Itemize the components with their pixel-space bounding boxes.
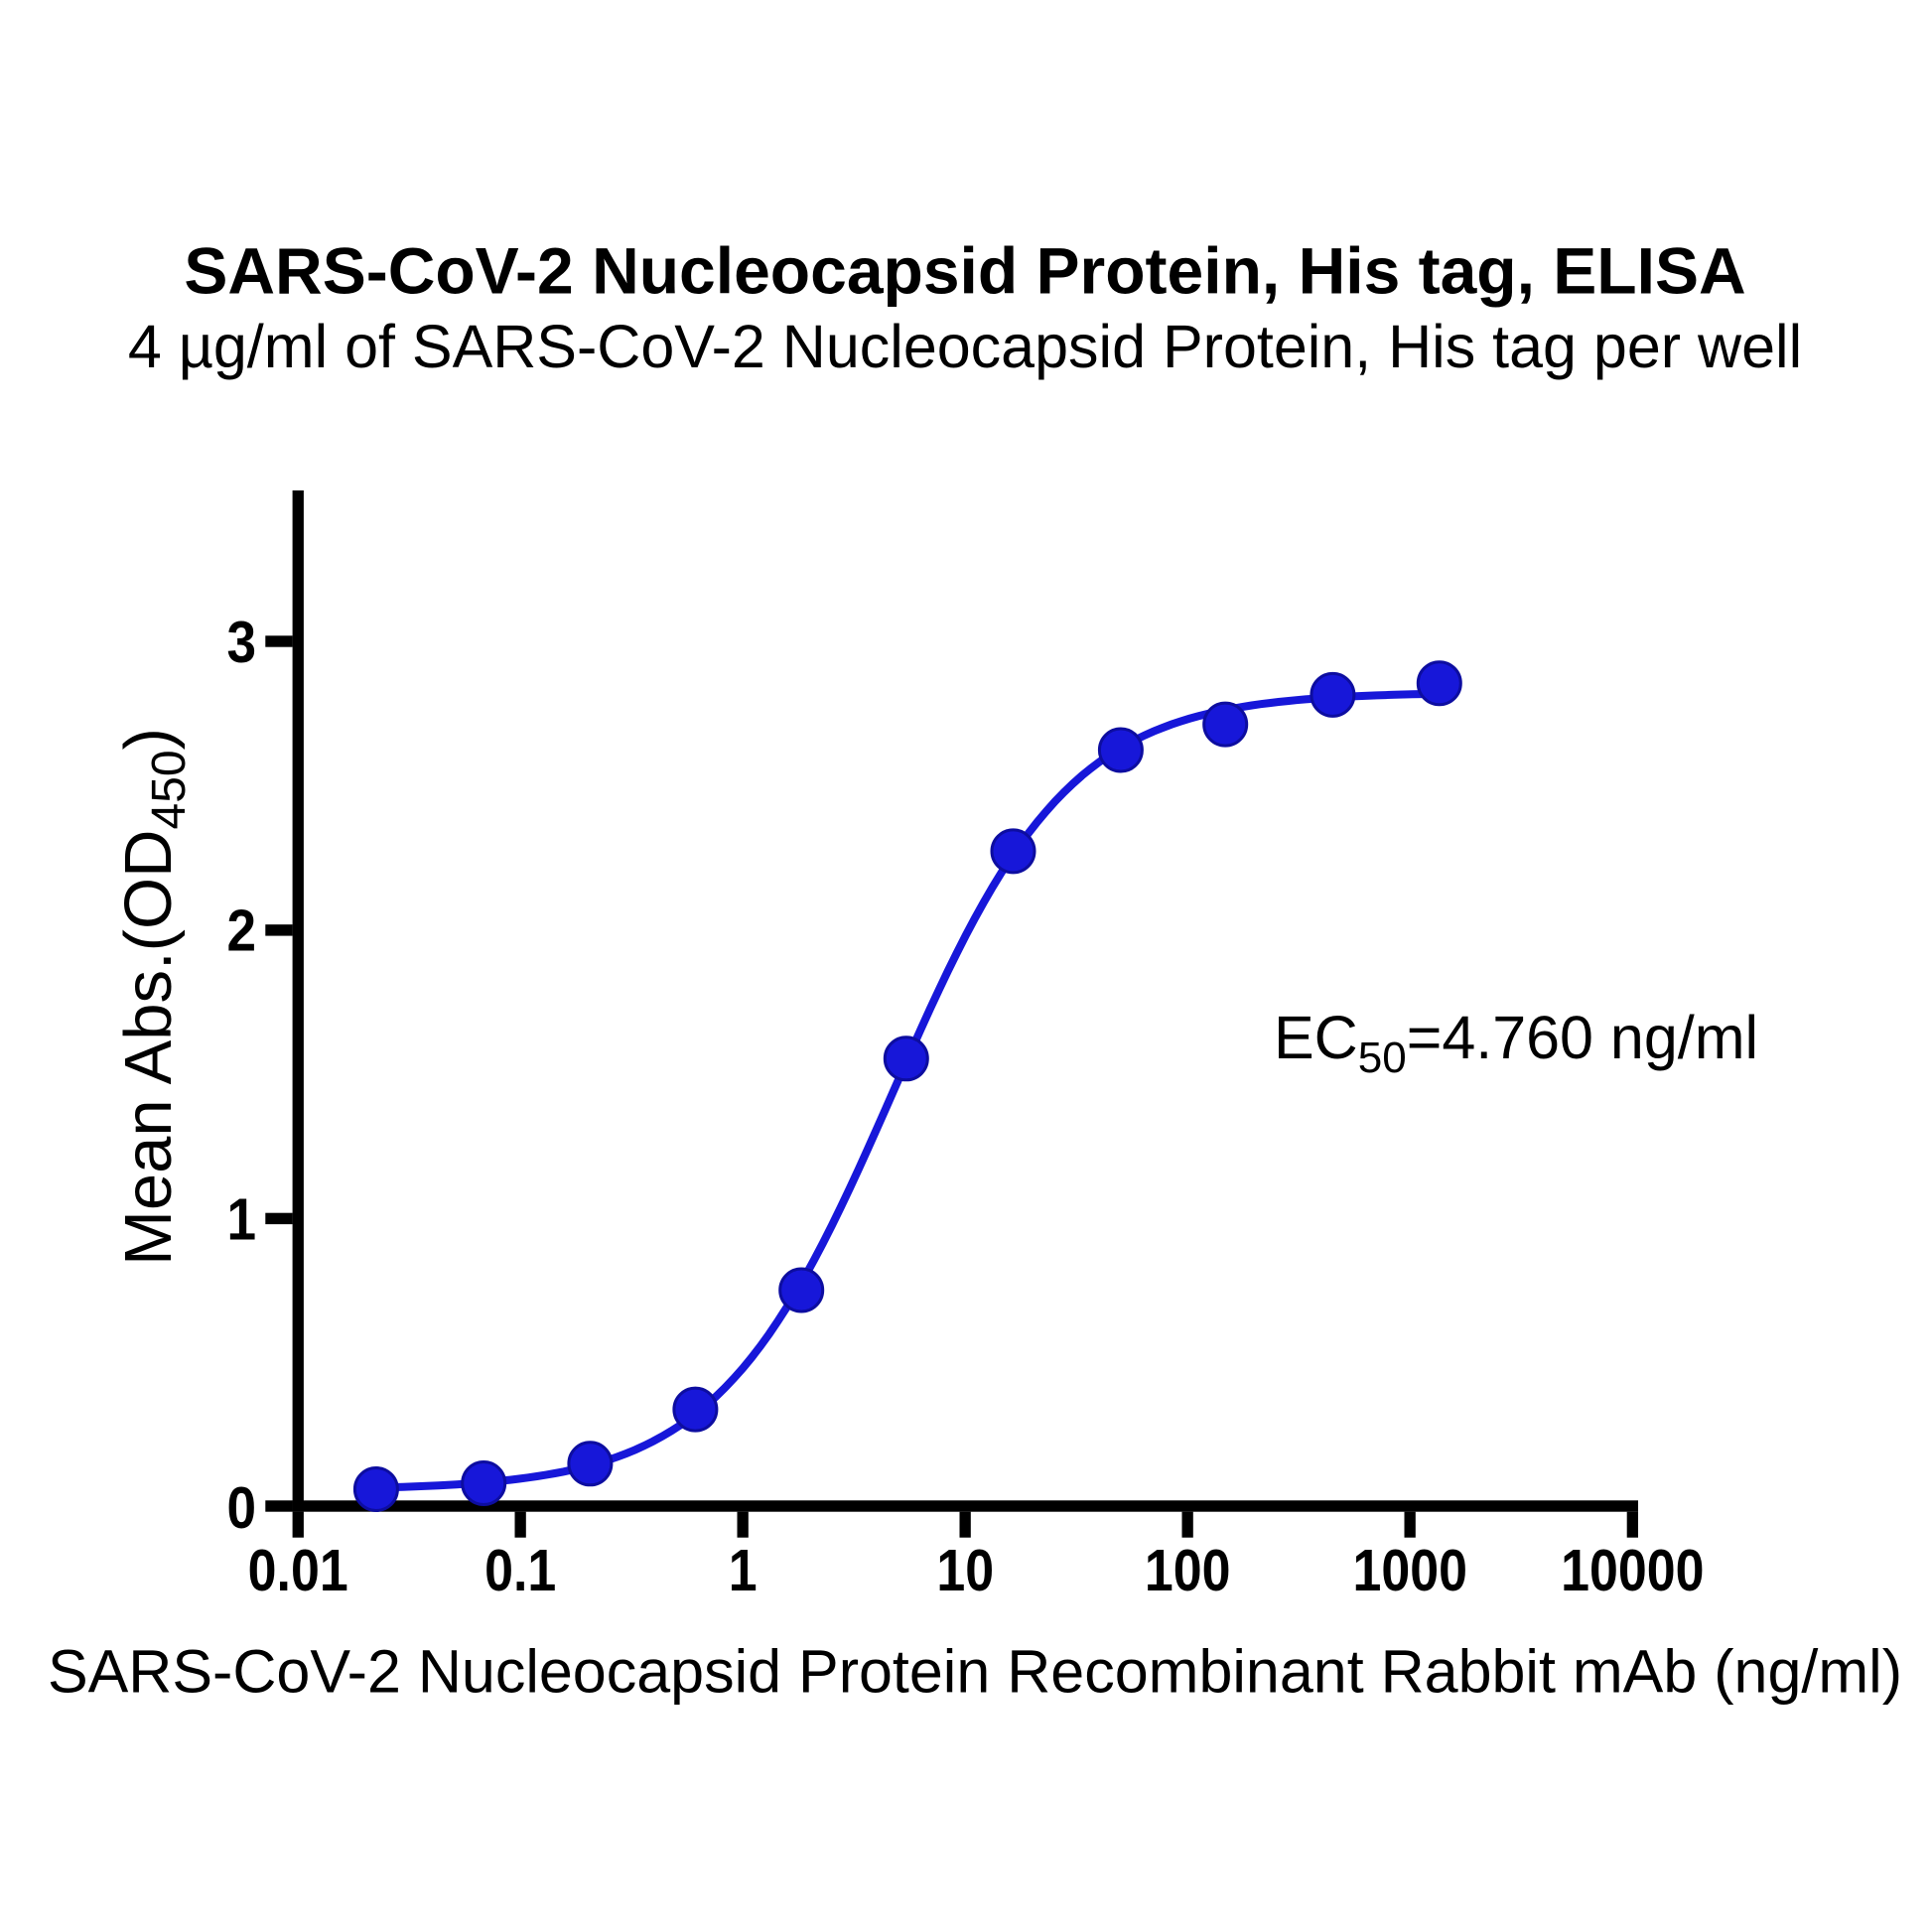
- svg-text:0.1: 0.1: [484, 1538, 556, 1603]
- svg-text:4 µg/ml of SARS-CoV-2 Nucleoca: 4 µg/ml of SARS-CoV-2 Nucleocapsid Prote…: [128, 313, 1802, 380]
- svg-text:0.01: 0.01: [248, 1538, 348, 1603]
- svg-text:10000: 10000: [1561, 1538, 1704, 1603]
- svg-text:EC50=4.760 ng/ml: EC50=4.760 ng/ml: [1274, 1004, 1758, 1082]
- svg-text:0: 0: [226, 1474, 256, 1540]
- svg-text:1: 1: [729, 1538, 758, 1603]
- svg-text:10: 10: [936, 1538, 994, 1603]
- svg-text:2: 2: [226, 897, 256, 963]
- svg-text:SARS-CoV-2 Nucleocapsid Protei: SARS-CoV-2 Nucleocapsid Protein, His tag…: [184, 234, 1745, 308]
- svg-text:3: 3: [226, 609, 256, 674]
- svg-text:SARS-CoV-2 Nucleocapsid Protei: SARS-CoV-2 Nucleocapsid Protein Recombin…: [48, 1638, 1902, 1706]
- svg-text:100: 100: [1145, 1538, 1231, 1603]
- svg-text:1: 1: [226, 1186, 256, 1252]
- svg-text:1000: 1000: [1352, 1538, 1466, 1603]
